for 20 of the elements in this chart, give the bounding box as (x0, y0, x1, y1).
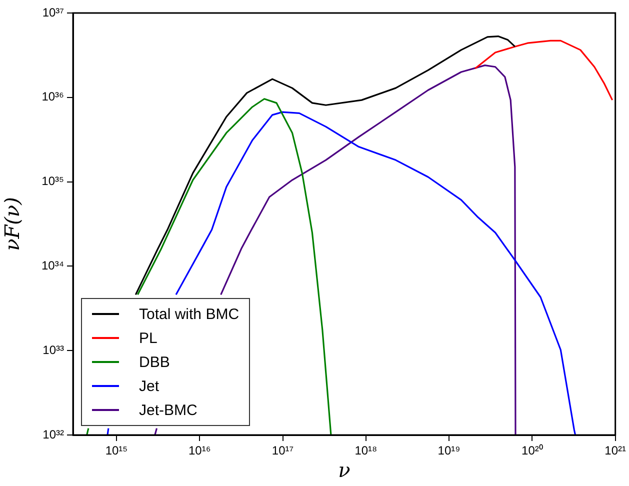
y-tick-label: 10³⁶ (42, 90, 64, 104)
y-tick-label: 10³⁷ (42, 5, 64, 20)
x-tick-label: 10²⁰ (522, 444, 543, 458)
legend-label: PL (139, 330, 158, 346)
x-tick-label: 10²¹ (604, 444, 626, 458)
y-axis-title: νF(ν) (0, 197, 24, 251)
x-axis-title: ν (338, 458, 350, 482)
legend-label: Total with BMC (139, 306, 240, 322)
y-tick-label: 10³³ (42, 342, 64, 357)
y-tick-label: 10³⁴ (42, 258, 64, 273)
x-tick-label: 10¹⁸ (354, 444, 378, 458)
x-tick-label: 10¹⁷ (272, 444, 294, 458)
x-tick-label: 10¹⁶ (188, 444, 211, 458)
x-tick-label: 10¹⁵ (105, 444, 128, 458)
y-tick-label: 10³² (42, 427, 64, 442)
y-tick-label: 10³⁵ (42, 174, 64, 188)
legend-label: DBB (139, 354, 170, 370)
x-tick-label: 10¹⁹ (438, 444, 460, 458)
legend-label: Jet (139, 378, 160, 394)
legend-label: Jet-BMC (139, 402, 198, 418)
